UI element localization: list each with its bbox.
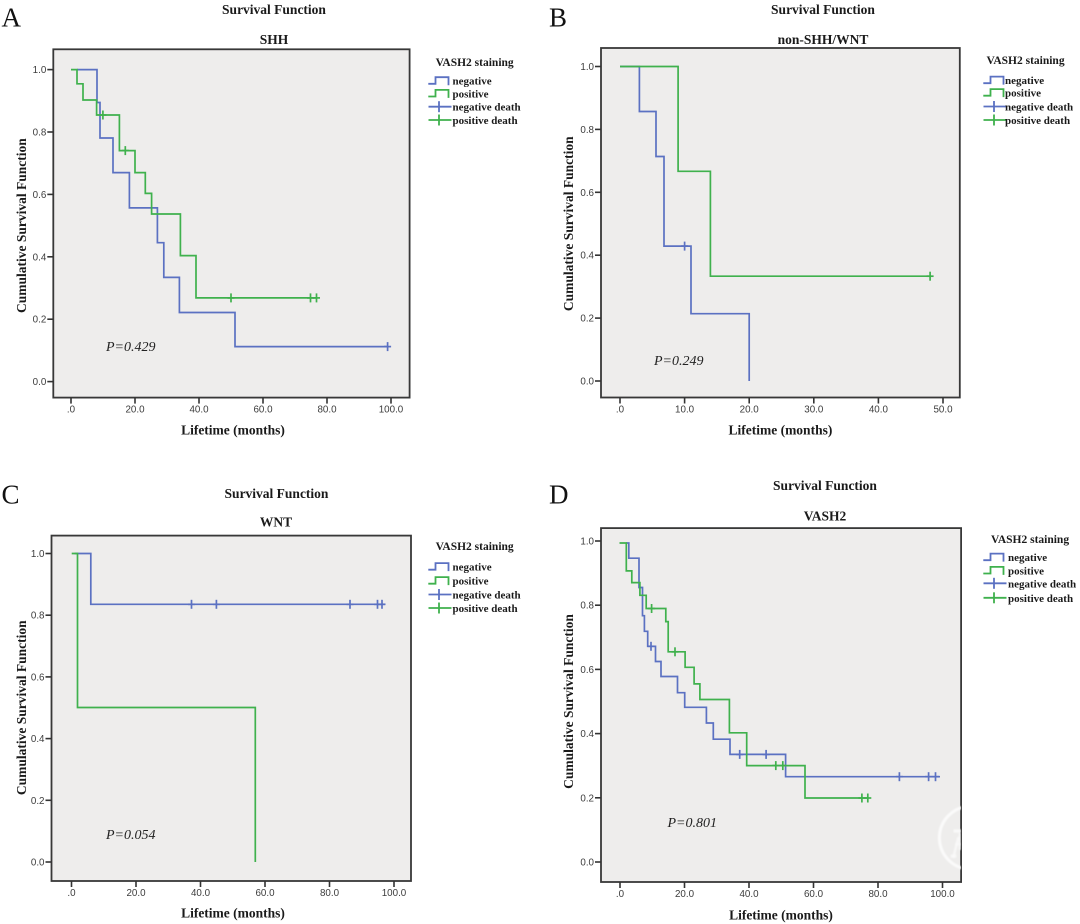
svg-text:0.2: 0.2 [580,314,594,325]
svg-text:negative: negative [1005,75,1044,87]
svg-text:0.6: 0.6 [33,190,47,201]
svg-text:Survival Function: Survival Function [773,478,877,493]
svg-text:VASH2 staining: VASH2 staining [987,55,1065,67]
svg-text:0.4: 0.4 [33,252,47,263]
svg-text:Cumulative Survival Function: Cumulative Survival Function [561,136,576,311]
svg-text:Cumulative Survival Function: Cumulative Survival Function [561,614,576,789]
svg-text:positive death: positive death [1005,115,1070,127]
svg-text:0.2: 0.2 [33,315,47,326]
svg-text:80.0: 80.0 [868,889,888,900]
svg-text:negative: negative [453,562,492,574]
svg-text:0.8: 0.8 [580,601,594,612]
svg-text:positive death: positive death [453,115,518,127]
svg-text:0.6: 0.6 [580,665,594,676]
svg-text:0.8: 0.8 [33,128,47,139]
svg-text:Lifetime (months): Lifetime (months) [181,423,285,438]
svg-text:100.0: 100.0 [930,889,955,900]
svg-text:20.0: 20.0 [125,405,145,416]
svg-text:40.0: 40.0 [739,889,759,900]
svg-text:B: B [549,3,567,33]
svg-text:20.0: 20.0 [675,889,695,900]
svg-text:.0: .0 [67,888,76,899]
svg-text:SHH: SHH [260,32,289,47]
svg-text:20.0: 20.0 [126,888,146,899]
svg-text:60.0: 60.0 [255,888,275,899]
svg-text:40.0: 40.0 [869,405,889,416]
svg-text:P=0.249: P=0.249 [653,354,704,369]
svg-text:negative death: negative death [453,590,521,602]
svg-text:VASH2: VASH2 [804,509,847,524]
svg-text:80.0: 80.0 [317,405,337,416]
svg-text:1.0: 1.0 [31,549,45,560]
svg-text:Cumulative Survival Function: Cumulative Survival Function [14,620,29,795]
svg-text:P=0.054: P=0.054 [105,828,156,843]
svg-text:negative: negative [453,76,492,88]
svg-text:WNT: WNT [260,515,292,530]
svg-text:A: A [2,3,22,33]
svg-text:negative: negative [1008,552,1047,564]
svg-text:Lifetime (months): Lifetime (months) [729,908,833,923]
svg-text:positive: positive [453,576,489,588]
svg-text:100.0: 100.0 [379,405,404,416]
svg-text:0.6: 0.6 [580,188,594,199]
svg-text:20.0: 20.0 [740,405,760,416]
svg-text:1.0: 1.0 [580,62,594,73]
svg-text:1.0: 1.0 [580,537,594,548]
svg-text:Survival Function: Survival Function [225,486,329,501]
svg-text:0.0: 0.0 [31,858,45,869]
svg-text:60.0: 60.0 [804,889,824,900]
svg-text:positive death: positive death [453,603,518,615]
svg-text:40.0: 40.0 [191,888,211,899]
svg-text:.0: .0 [616,405,625,416]
svg-text:positive: positive [1008,565,1044,577]
svg-text:0.4: 0.4 [580,251,594,262]
svg-text:0.8: 0.8 [580,125,594,136]
svg-text:0.2: 0.2 [31,796,45,807]
svg-text:Survival Function: Survival Function [222,2,326,17]
svg-text:0.2: 0.2 [580,793,594,804]
svg-text:negative death: negative death [1008,578,1076,590]
svg-text:0.4: 0.4 [580,729,594,740]
svg-text:Survival Function: Survival Function [771,2,875,17]
svg-text:P=0.801: P=0.801 [667,816,718,831]
svg-text:50.0: 50.0 [933,405,953,416]
svg-text:60.0: 60.0 [253,405,273,416]
svg-text:Lifetime (months): Lifetime (months) [181,906,285,921]
svg-text:.0: .0 [616,889,625,900]
svg-text:positive: positive [453,88,489,100]
svg-text:1.0: 1.0 [33,65,47,76]
svg-text:.0: .0 [67,405,76,416]
svg-text:40.0: 40.0 [189,405,209,416]
svg-text:non-SHH/WNT: non-SHH/WNT [778,32,869,47]
svg-text:0.6: 0.6 [31,672,45,683]
svg-text:negative death: negative death [1005,102,1073,114]
svg-text:positive: positive [1005,88,1041,100]
svg-text:VASH2 staining: VASH2 staining [991,534,1069,546]
svg-text:30.0: 30.0 [804,405,824,416]
svg-text:C: C [2,480,20,510]
svg-text:0.8: 0.8 [31,611,45,622]
svg-text:positive death: positive death [1008,593,1073,605]
svg-text:10.0: 10.0 [675,405,695,416]
svg-text:negative death: negative death [453,102,521,114]
svg-text:0.4: 0.4 [31,734,45,745]
svg-text:0.0: 0.0 [580,377,594,388]
svg-text:100.0: 100.0 [382,888,407,899]
svg-text:0.0: 0.0 [580,858,594,869]
svg-text:P=0.429: P=0.429 [105,340,156,355]
svg-text:Lifetime (months): Lifetime (months) [728,423,832,438]
svg-text:Cumulative Survival Function: Cumulative Survival Function [14,138,29,313]
svg-text:VASH2 staining: VASH2 staining [436,57,514,69]
svg-text:D: D [549,480,569,510]
svg-text:0.0: 0.0 [33,377,47,388]
svg-text:80.0: 80.0 [320,888,340,899]
svg-text:VASH2 staining: VASH2 staining [436,541,514,553]
